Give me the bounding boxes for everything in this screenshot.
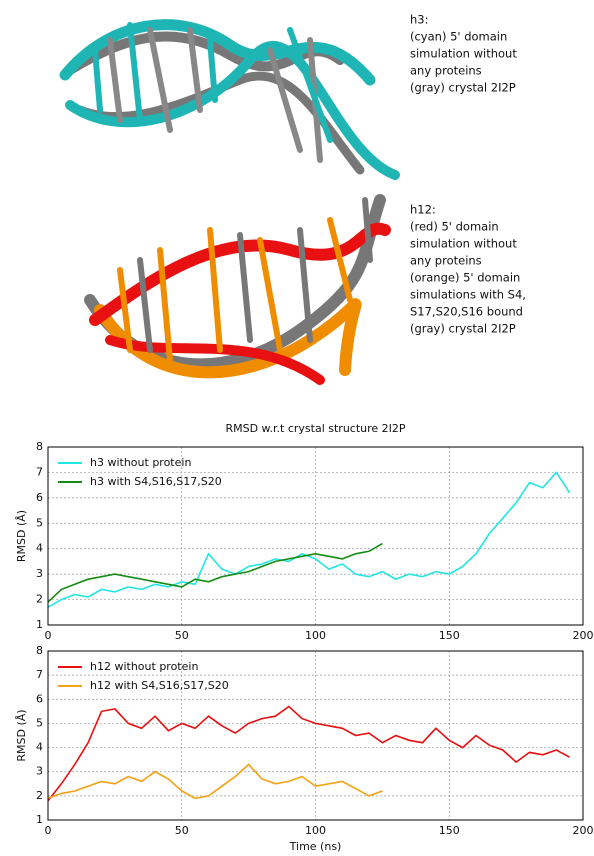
chart-title: RMSD w.r.t crystal structure 2I2P — [225, 422, 405, 435]
x-tick-label: 50 — [175, 629, 189, 642]
data-line — [48, 472, 570, 607]
y-tick-label: 8 — [36, 440, 43, 453]
legend-label: h12 with S4,S16,S17,S20 — [90, 679, 229, 692]
data-line — [48, 765, 382, 799]
x-tick-label: 150 — [439, 629, 460, 642]
y-tick-label: 5 — [36, 716, 43, 729]
y-tick-label: 4 — [36, 542, 43, 555]
y-tick-label: 1 — [36, 618, 43, 631]
caption-line: S17,S20,S16 bound — [410, 305, 523, 319]
x-axis-label: Time (ns) — [289, 840, 342, 853]
legend-label: h12 without protein — [90, 660, 198, 673]
y-axis-label: RMSD (Å) — [15, 709, 28, 761]
x-tick-label: 200 — [573, 824, 594, 837]
y-tick-label: 2 — [36, 789, 43, 802]
h3-structure — [65, 25, 395, 175]
y-tick-label: 7 — [36, 465, 43, 478]
x-tick-label: 150 — [439, 824, 460, 837]
x-tick-label: 200 — [573, 629, 594, 642]
y-tick-label: 6 — [36, 692, 43, 705]
y-tick-label: 3 — [36, 765, 43, 778]
caption-line: h12: — [410, 203, 436, 217]
y-axis-label: RMSD (Å) — [15, 510, 28, 562]
caption-line: (cyan) 5' domain — [410, 30, 507, 44]
y-tick-label: 5 — [36, 516, 43, 529]
y-tick-label: 8 — [36, 644, 43, 657]
data-line — [48, 544, 382, 603]
caption-line: (gray) crystal 2I2P — [410, 322, 516, 336]
caption-line: simulations with S4, — [410, 288, 526, 302]
caption-line: simulation without — [410, 47, 517, 61]
y-tick-label: 7 — [36, 668, 43, 681]
caption-line: any proteins — [410, 64, 482, 78]
x-tick-label: 100 — [305, 629, 326, 642]
caption-line: simulation without — [410, 237, 517, 251]
x-tick-label: 0 — [45, 629, 52, 642]
caption-line: (orange) 5' domain — [410, 271, 520, 285]
figure: h3: (cyan) 5' domain simulation without any… — [0, 0, 594, 856]
y-tick-label: 1 — [36, 813, 43, 826]
legend-label: h3 with S4,S16,S17,S20 — [90, 475, 222, 488]
y-tick-label: 3 — [36, 567, 43, 580]
x-tick-label: 100 — [305, 824, 326, 837]
caption-line: (red) 5' domain — [410, 220, 499, 234]
x-tick-label: 50 — [175, 824, 189, 837]
y-tick-label: 6 — [36, 491, 43, 504]
data-line — [48, 707, 570, 801]
y-tick-label: 4 — [36, 741, 43, 754]
y-tick-label: 2 — [36, 593, 43, 606]
h12-structure — [90, 200, 385, 380]
caption-line: h3: — [410, 13, 428, 27]
caption-line: (gray) crystal 2I2P — [410, 81, 516, 95]
x-tick-label: 0 — [45, 824, 52, 837]
legend-label: h3 without protein — [90, 456, 191, 469]
caption-line: any proteins — [410, 254, 482, 268]
